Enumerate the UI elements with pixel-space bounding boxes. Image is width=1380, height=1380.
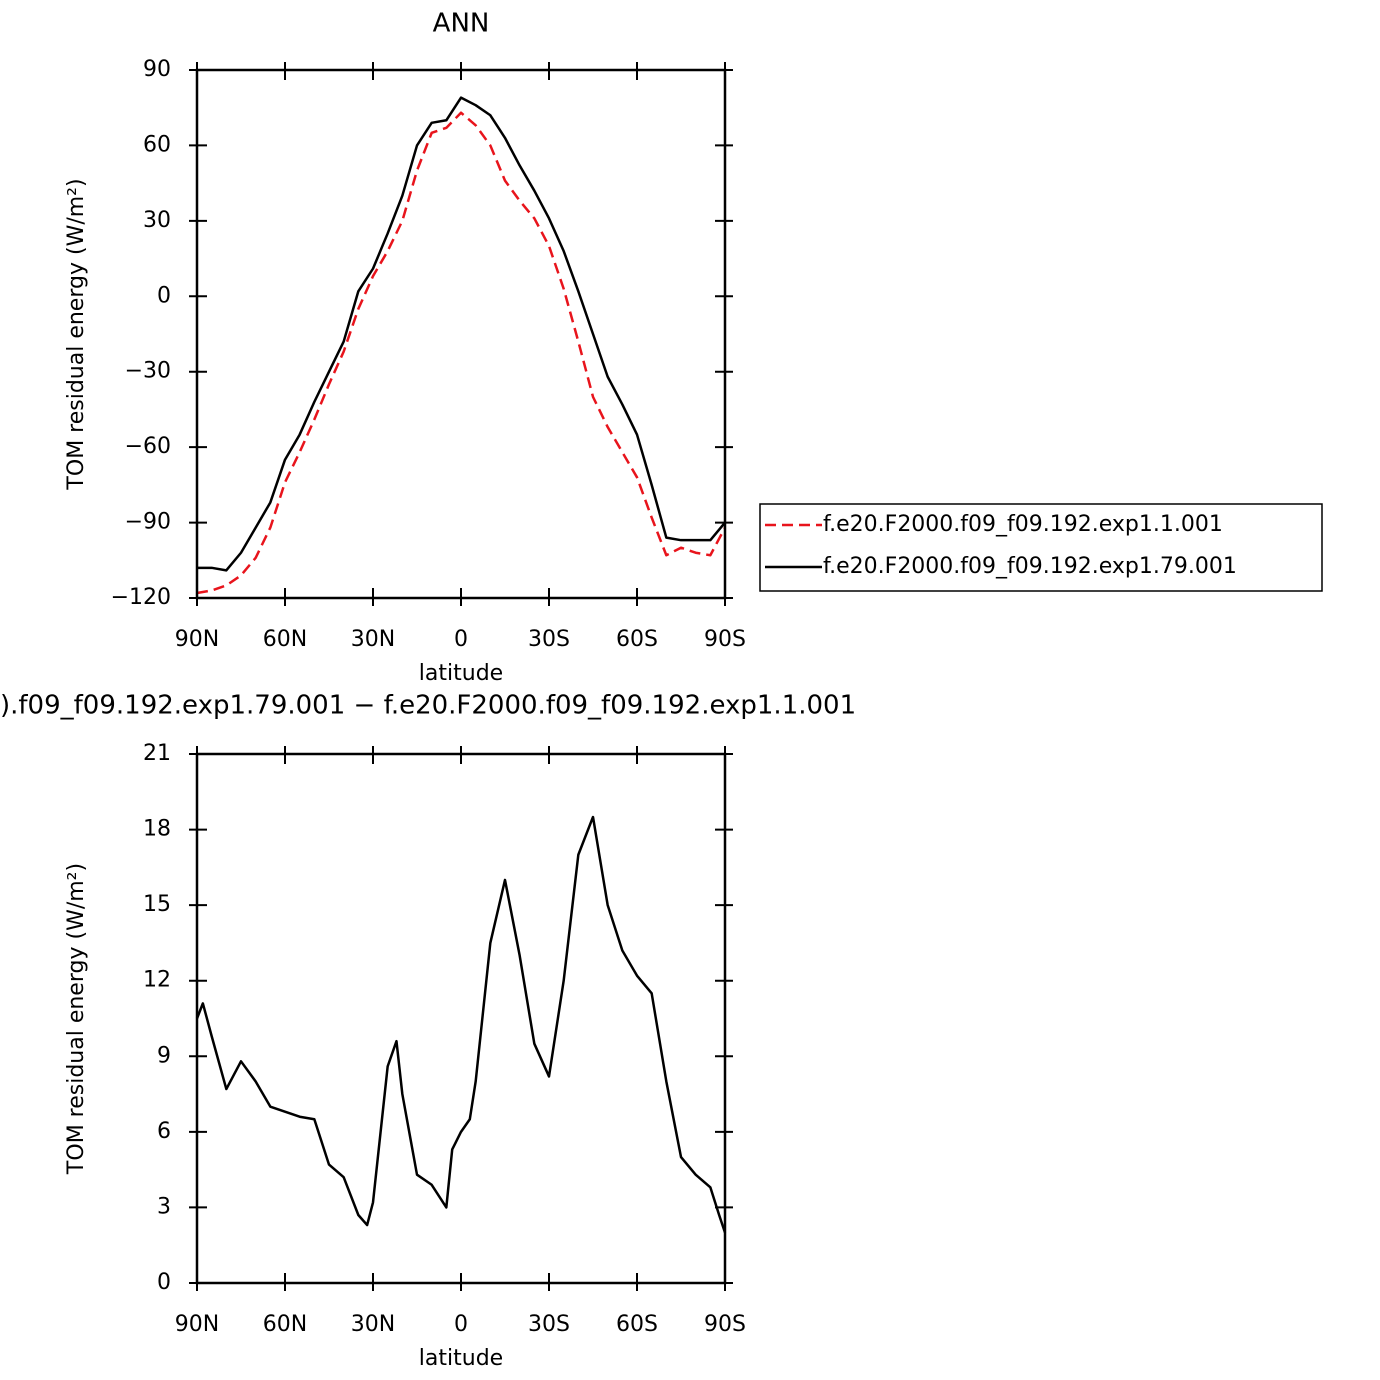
x-tick-label: 60S — [616, 627, 658, 652]
plot-frame — [195, 752, 727, 1285]
legend-label: f.e20.F2000.f09_f09.192.exp1.1.001 — [823, 512, 1223, 537]
x-tick-label: 90N — [175, 1312, 219, 1337]
x-tick-label: 30S — [528, 627, 570, 652]
y-tick-label: 12 — [143, 968, 171, 993]
legend-label: f.e20.F2000.f09_f09.192.exp1.79.001 — [823, 554, 1237, 579]
data-line — [195, 815, 727, 1234]
chart-title: ANN — [433, 9, 490, 39]
y-tick-label: 0 — [157, 1270, 171, 1295]
data-line — [196, 111, 727, 595]
y-tick-label: −120 — [111, 585, 171, 610]
x-tick-label: 90S — [704, 627, 746, 652]
x-tick-label: 0 — [454, 627, 468, 652]
y-tick-label: 6 — [157, 1119, 171, 1144]
data-line — [197, 96, 726, 572]
x-axis-label: latitude — [419, 661, 503, 686]
y-tick-label: 15 — [143, 892, 171, 917]
y-tick-label: 90 — [143, 57, 171, 82]
y-tick-label: 3 — [157, 1194, 171, 1219]
x-tick-label: 60S — [616, 1312, 658, 1337]
x-tick-label: 30N — [351, 627, 395, 652]
y-tick-label: 30 — [143, 208, 171, 233]
x-tick-label: 0 — [454, 1312, 468, 1337]
y-tick-label: 18 — [143, 817, 171, 842]
x-tick-label: 90S — [704, 1312, 746, 1337]
chart-title: ).f09_f09.192.exp1.79.001 − f.e20.F2000.… — [0, 691, 856, 721]
plot-frame — [195, 68, 727, 600]
x-axis-label: latitude — [419, 1346, 503, 1371]
y-tick-label: 21 — [143, 741, 171, 766]
x-tick-label: 60N — [263, 627, 307, 652]
y-axis-label: TOM residual energy (W/m²) — [64, 863, 89, 1175]
y-axis-label: TOM residual energy (W/m²) — [64, 178, 89, 490]
x-tick-label: 90N — [175, 627, 219, 652]
x-tick-label: 60N — [263, 1312, 307, 1337]
y-tick-label: 0 — [157, 283, 171, 308]
legend-box — [759, 503, 1323, 592]
y-tick-label: −60 — [125, 434, 171, 459]
y-tick-label: 60 — [143, 132, 171, 157]
y-tick-label: −90 — [125, 510, 171, 535]
y-tick-label: −30 — [125, 359, 171, 384]
x-tick-label: 30S — [528, 1312, 570, 1337]
y-tick-label: 9 — [157, 1043, 171, 1068]
x-tick-label: 30N — [351, 1312, 395, 1337]
